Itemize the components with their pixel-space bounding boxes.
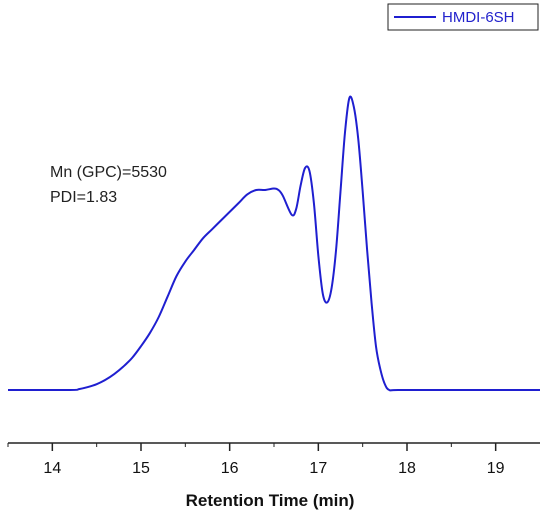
x-tick-label-14: 14 [43,460,61,477]
legend: HMDI-6SH [387,3,539,31]
x-tick-label-15: 15 [132,460,150,477]
x-tick-label-18: 18 [398,460,416,477]
x-axis-label: Retention Time (min) [186,491,355,510]
x-tick-label-17: 17 [309,460,327,477]
x-tick-label-16: 16 [221,460,239,477]
x-axis-ticks: 14 15 16 17 18 19 [7,443,505,477]
series-line-hmdi-6sh [7,95,540,392]
legend-label-hmdi-6sh: HMDI-6SH [442,9,515,26]
annotation-pdi: PDI=1.83 [50,189,117,206]
annotation-mn: Mn (GPC)=5530 [50,164,167,181]
x-tick-label-19: 19 [487,460,505,477]
